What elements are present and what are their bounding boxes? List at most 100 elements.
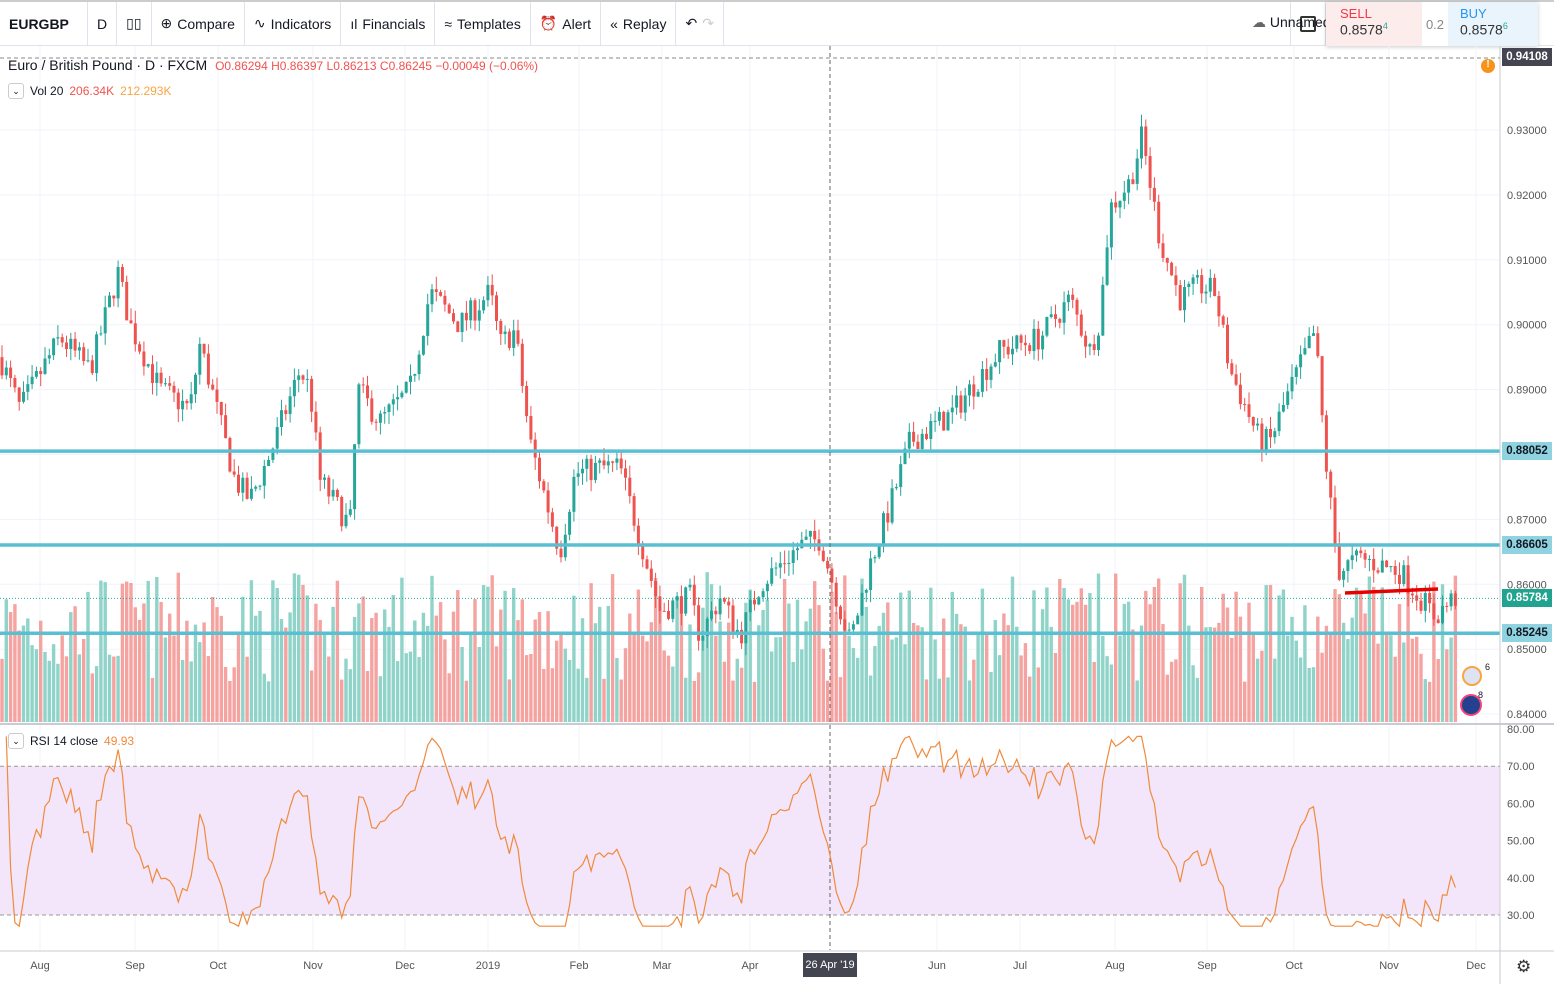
candle-body <box>710 610 713 619</box>
candle-body <box>56 337 60 339</box>
candle-body <box>241 477 245 493</box>
settings-gear-icon[interactable]: ⚙ <box>1516 957 1532 976</box>
candle-body <box>1320 356 1324 416</box>
undo-icon[interactable]: ↶ <box>685 15 698 31</box>
volume-bar <box>1320 652 1324 722</box>
volume-bar <box>408 651 413 722</box>
candle-body <box>761 591 765 598</box>
collapse-chevron-icon[interactable]: ⌄ <box>8 733 24 749</box>
candle-body <box>271 448 275 460</box>
candle-body <box>533 439 537 458</box>
candle-body <box>718 598 722 615</box>
compare-button[interactable]: ⊕ Compare <box>152 1 245 46</box>
volume-bar <box>688 624 692 722</box>
candle-body <box>439 292 443 296</box>
replay-button[interactable]: «Replay <box>601 1 677 46</box>
candle-body <box>327 477 331 497</box>
volume-bar <box>576 668 580 722</box>
candle-body <box>980 368 984 392</box>
redo-icon[interactable]: ↷ <box>702 15 714 31</box>
financials-button[interactable]: ıl Financials <box>341 1 436 46</box>
layout-name-button[interactable]: ☁ Unnamed <box>1252 14 1331 31</box>
candle-body <box>452 313 455 322</box>
rsi-axis-label: 30.00 <box>1507 910 1535 922</box>
candle-body <box>869 558 873 590</box>
volume-bar <box>1058 578 1062 722</box>
volume-bar <box>1157 578 1161 722</box>
volume-bar <box>684 677 688 722</box>
volume-bar <box>185 620 189 722</box>
candle-body <box>585 458 589 469</box>
volume-bar <box>1393 656 1397 722</box>
buy-button[interactable]: BUY 0.85786 <box>1448 2 1538 46</box>
volume-bar <box>193 624 198 722</box>
collapse-chevron-icon[interactable]: ⌄ <box>8 83 24 99</box>
volume-bar <box>1268 584 1273 722</box>
volume-bar <box>1096 573 1101 722</box>
interval-button[interactable]: D <box>88 1 118 46</box>
candle-body <box>310 378 314 412</box>
volume-bar <box>241 596 245 722</box>
volume-bar <box>1122 603 1126 722</box>
candles-icon: ▯▯ <box>126 15 142 31</box>
volume-bar <box>856 657 860 722</box>
candle-body <box>937 411 941 421</box>
volume-bar <box>937 678 942 722</box>
candle-body <box>516 330 520 344</box>
templates-button[interactable]: ≈ Templates <box>435 1 531 46</box>
candle-body <box>1406 565 1410 594</box>
candle-body <box>1372 558 1376 571</box>
uk-flag-event-icon[interactable]: 6 <box>1462 662 1490 686</box>
candle-body <box>374 421 378 423</box>
candle-body <box>1105 247 1109 285</box>
volume-bar <box>159 601 163 722</box>
candle-body <box>1002 340 1006 347</box>
candle-body <box>1058 318 1062 323</box>
sell-button[interactable]: SELL 0.85784 <box>1326 2 1422 46</box>
volume-bar <box>843 575 847 722</box>
volume-bar <box>593 623 598 722</box>
candle-body <box>409 375 412 382</box>
volume-bar <box>834 612 838 722</box>
chart-type-button[interactable]: ▯▯ <box>117 1 152 46</box>
candle-body <box>925 433 928 439</box>
volume-bar <box>1174 659 1178 722</box>
volume-bar <box>1384 634 1389 722</box>
volume-bar <box>1372 586 1376 722</box>
candle-body <box>13 378 17 388</box>
crosshair-price-tag: 0.94108 <box>1502 48 1552 66</box>
volume-bar <box>555 640 559 722</box>
fullscreen-button[interactable] <box>1290 1 1326 46</box>
volume-bar <box>1126 601 1131 722</box>
candle-body <box>770 568 774 584</box>
candle-body <box>697 605 701 641</box>
volume-bar <box>116 655 120 722</box>
indicators-button[interactable]: ∿ Indicators <box>245 1 342 46</box>
volume-bar <box>391 595 395 722</box>
volume-bar <box>1294 640 1298 722</box>
volume-bar <box>529 653 533 722</box>
candle-body <box>305 378 309 380</box>
symbol-search[interactable]: EURGBP <box>0 1 88 46</box>
candle-body <box>1041 335 1045 350</box>
candle-body <box>1312 333 1315 336</box>
volume-bar <box>1333 589 1337 722</box>
volume-bar <box>942 618 946 722</box>
volume-bar <box>137 619 142 722</box>
volume-bar <box>877 625 881 722</box>
eu-flag-event-icon[interactable]: 8 <box>1460 690 1483 716</box>
alert-warning-icon[interactable]: ! <box>1481 59 1495 73</box>
volume-bar <box>288 612 292 722</box>
alert-button[interactable]: ⏰ Alert <box>531 1 602 46</box>
candle-body <box>1238 384 1242 405</box>
volume-bar <box>1019 655 1023 722</box>
candle-body <box>529 416 533 440</box>
volume-bar <box>903 644 907 722</box>
candle-body <box>1191 277 1195 284</box>
volume-bar <box>1346 638 1350 722</box>
candle-body <box>47 355 51 359</box>
candle-body <box>1393 566 1397 575</box>
candle-body <box>1131 179 1135 184</box>
candle-body <box>353 444 357 510</box>
